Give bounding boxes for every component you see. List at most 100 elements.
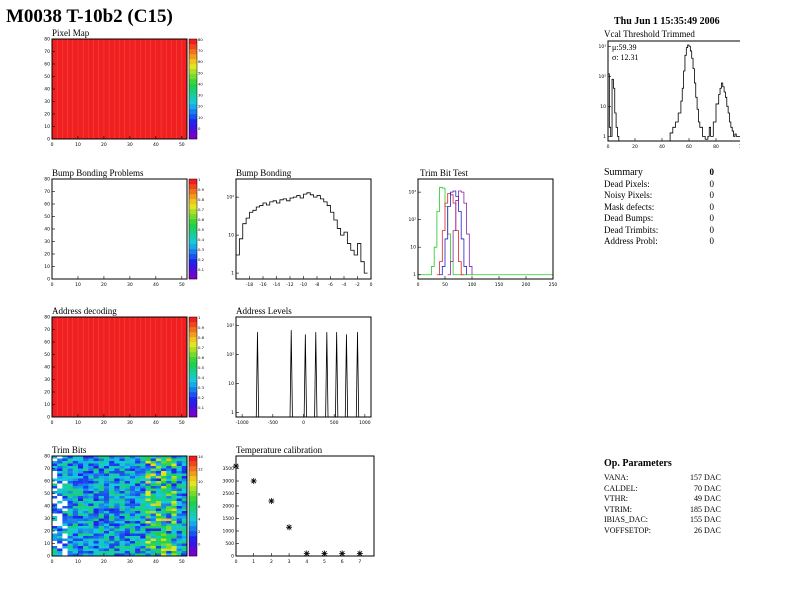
heatmap-cell bbox=[103, 541, 110, 544]
heatmap-cell bbox=[119, 486, 125, 489]
heatmap-cell bbox=[114, 384, 120, 388]
heatmap-cell bbox=[150, 79, 157, 82]
heatmap-cell bbox=[88, 49, 94, 52]
heatmap-cell bbox=[145, 94, 151, 97]
heatmap-cell bbox=[150, 64, 157, 67]
heatmap-cell bbox=[171, 498, 177, 502]
heatmap-cell bbox=[171, 94, 177, 97]
heatmap-cell bbox=[67, 71, 73, 75]
heatmap-cell bbox=[129, 329, 136, 333]
series-line bbox=[418, 186, 553, 276]
heatmap-cell bbox=[135, 551, 141, 554]
heatmap-cell bbox=[135, 319, 141, 323]
heatmap-cell bbox=[62, 414, 68, 418]
op-param-label: VANA: bbox=[604, 473, 629, 482]
heatmap-cell bbox=[166, 538, 172, 542]
heatmap-cell bbox=[52, 46, 58, 50]
heatmap-cell bbox=[150, 69, 157, 72]
heatmap-cell bbox=[135, 389, 141, 393]
heatmap-cell bbox=[114, 337, 120, 340]
heatmap-cell bbox=[155, 551, 162, 554]
heatmap-cell bbox=[150, 349, 157, 353]
heatmap-cell bbox=[176, 94, 183, 97]
heatmap-cell bbox=[140, 498, 146, 502]
heatmap-cell bbox=[114, 354, 120, 358]
heatmap-cell bbox=[150, 129, 157, 132]
heatmap-cell bbox=[57, 456, 63, 459]
heatmap-cell bbox=[83, 89, 89, 92]
heatmap-cell bbox=[77, 521, 84, 524]
heatmap-cell bbox=[176, 521, 183, 524]
heatmap-cell bbox=[161, 317, 167, 320]
heatmap-cell bbox=[77, 322, 84, 325]
heatmap-cell bbox=[145, 498, 151, 502]
heatmap-cell bbox=[83, 399, 89, 403]
heatmap-cell bbox=[135, 111, 141, 115]
heatmap-cell bbox=[161, 491, 167, 494]
heatmap-cell bbox=[171, 84, 177, 87]
heatmap-cell bbox=[129, 111, 136, 115]
colorbar-segment bbox=[189, 244, 197, 250]
heatmap-cell bbox=[145, 131, 151, 135]
heatmap-cell bbox=[103, 66, 110, 70]
heatmap-cell bbox=[155, 131, 162, 135]
heatmap-cell bbox=[119, 104, 125, 107]
heatmap-cell bbox=[62, 503, 68, 507]
heatmap-cell bbox=[124, 329, 131, 333]
heatmap-cell bbox=[124, 521, 131, 524]
heatmap-cell bbox=[181, 473, 188, 477]
heatmap-cell bbox=[140, 543, 146, 547]
heatmap-cell bbox=[155, 493, 162, 497]
heatmap-cell bbox=[67, 463, 73, 467]
heatmap-cell bbox=[181, 506, 188, 509]
heatmap-cell bbox=[161, 379, 167, 383]
heatmap-cell bbox=[161, 409, 167, 413]
heatmap-cell bbox=[83, 392, 89, 395]
heatmap-cell bbox=[62, 104, 68, 107]
heatmap-cell bbox=[119, 359, 125, 363]
y-tick-label: 10³ bbox=[408, 190, 416, 196]
heatmap-cell bbox=[114, 126, 120, 130]
heatmap-cell bbox=[135, 369, 141, 373]
heatmap-cell bbox=[77, 548, 84, 552]
heatmap-cell bbox=[181, 59, 188, 62]
heatmap-cell bbox=[57, 79, 63, 82]
heatmap-cell bbox=[176, 116, 183, 120]
heatmap-cell bbox=[166, 99, 172, 102]
heatmap-cell bbox=[103, 536, 110, 539]
heatmap-cell bbox=[181, 456, 188, 459]
heatmap-cell bbox=[181, 551, 188, 554]
heatmap-cell bbox=[166, 481, 172, 484]
heatmap-cell bbox=[93, 473, 99, 477]
heatmap-cell bbox=[93, 533, 99, 537]
colorbar-segment bbox=[189, 114, 197, 120]
heatmap-cell bbox=[77, 56, 84, 60]
heatmap-cell bbox=[155, 483, 162, 487]
peak-line bbox=[289, 330, 293, 418]
heatmap-cell bbox=[83, 339, 89, 343]
heatmap-cell bbox=[150, 392, 157, 395]
heatmap-cell bbox=[77, 61, 84, 65]
heatmap-cell bbox=[150, 319, 157, 323]
x-tick-label: 20 bbox=[101, 142, 107, 148]
heatmap-cell bbox=[161, 523, 167, 527]
heatmap-cell bbox=[77, 369, 84, 373]
heatmap-cell bbox=[135, 543, 141, 547]
heatmap-cell bbox=[124, 409, 131, 413]
heatmap-cell bbox=[109, 344, 115, 348]
heatmap-cell bbox=[161, 119, 167, 122]
heatmap-cell bbox=[119, 483, 125, 487]
heatmap-cell bbox=[57, 503, 63, 507]
heatmap-cell bbox=[83, 131, 89, 135]
heatmap-cell bbox=[98, 379, 105, 383]
heatmap-cell bbox=[135, 59, 141, 62]
heatmap-cell bbox=[77, 488, 84, 492]
heatmap-cell bbox=[155, 553, 162, 557]
heatmap-cell bbox=[145, 41, 151, 45]
heatmap-cell bbox=[62, 404, 68, 408]
heatmap-cell bbox=[150, 66, 157, 70]
heatmap-cell bbox=[145, 478, 151, 482]
x-tick-label: -2 bbox=[355, 282, 360, 288]
colorbar-segment bbox=[189, 69, 197, 75]
heatmap-cell bbox=[109, 76, 115, 80]
